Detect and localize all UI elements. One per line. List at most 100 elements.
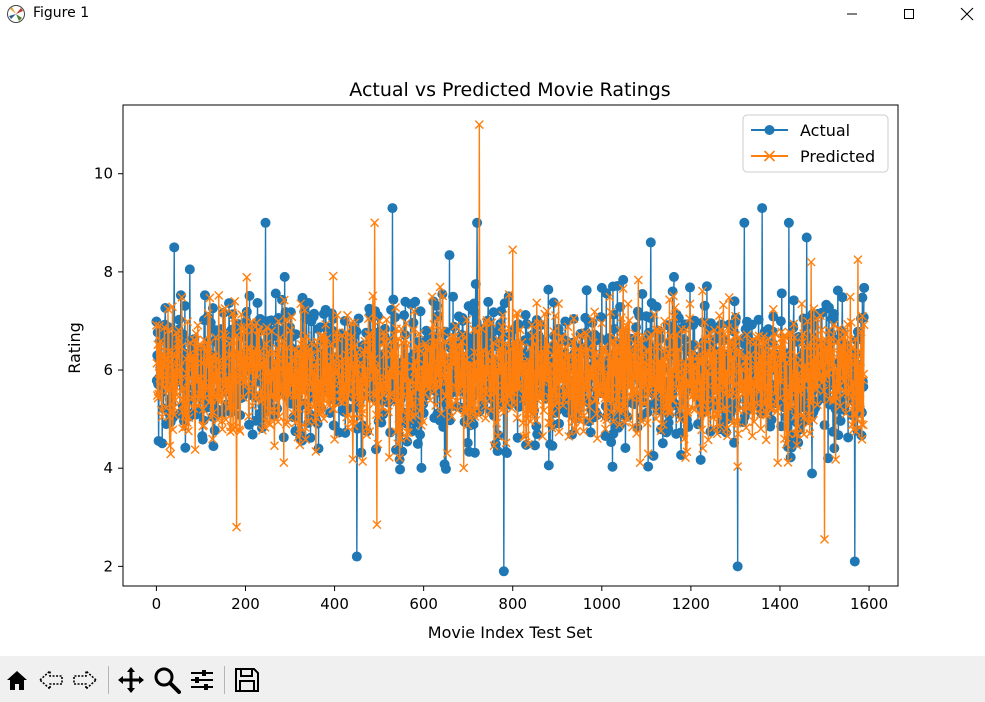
predicted-point xyxy=(155,321,165,331)
predicted-point xyxy=(370,362,380,372)
predicted-point xyxy=(497,321,507,331)
predicted-point xyxy=(506,344,515,354)
predicted-point xyxy=(220,331,230,341)
figure-canvas[interactable]: Actual vs Predicted Movie Ratings 0 200 40… xyxy=(0,28,985,656)
close-button[interactable] xyxy=(938,0,985,28)
predicted-point xyxy=(387,372,397,382)
predicted-point xyxy=(784,402,794,412)
predicted-point xyxy=(280,366,290,376)
actual-point xyxy=(676,450,687,461)
predicted-point xyxy=(579,411,589,421)
actual-point xyxy=(472,217,483,228)
predicted-point xyxy=(744,364,754,374)
predicted-point xyxy=(311,447,321,457)
predicted-point xyxy=(213,394,223,404)
predicted-point xyxy=(853,347,863,357)
predicted-point xyxy=(301,435,311,445)
predicted-point xyxy=(602,415,612,425)
predicted-point xyxy=(859,369,869,379)
predicted-point xyxy=(507,403,517,413)
predicted-point xyxy=(550,311,560,321)
back-icon xyxy=(38,669,63,691)
predicted-point xyxy=(695,385,705,395)
predicted-point xyxy=(656,426,666,436)
predicted-point xyxy=(286,368,296,378)
predicted-point xyxy=(436,409,446,419)
predicted-point xyxy=(493,431,503,441)
predicted-point xyxy=(261,361,271,371)
predicted-point xyxy=(167,380,177,390)
home-button[interactable] xyxy=(2,665,32,695)
predicted-point xyxy=(357,408,367,418)
predicted-point xyxy=(587,314,597,324)
predicted-point xyxy=(292,366,302,376)
predicted-point xyxy=(287,312,297,322)
predicted-point xyxy=(568,417,578,427)
predicted-point xyxy=(656,324,666,334)
predicted-point xyxy=(350,318,360,328)
predicted-point xyxy=(300,305,310,315)
predicted-point xyxy=(530,400,540,410)
predicted-point xyxy=(229,313,239,323)
actual-point xyxy=(801,232,812,243)
actual-point xyxy=(351,551,362,562)
predicted-point xyxy=(404,428,413,438)
predicted-point xyxy=(293,432,303,442)
predicted-point xyxy=(176,342,186,352)
actual-point xyxy=(835,415,846,426)
predicted-point xyxy=(313,397,323,407)
predicted-point xyxy=(542,345,552,355)
predicted-point xyxy=(458,351,468,361)
predicted-point xyxy=(458,329,468,339)
minimize-button[interactable] xyxy=(823,0,881,28)
predicted-point xyxy=(604,385,614,395)
maximize-button[interactable] xyxy=(880,0,938,28)
zoom-button[interactable] xyxy=(152,665,182,695)
predicted-point xyxy=(533,370,543,380)
configure-subplots-icon xyxy=(191,670,213,690)
predicted-point xyxy=(658,420,668,430)
predicted-point xyxy=(395,453,405,463)
predicted-point xyxy=(739,387,749,397)
predicted-point xyxy=(523,439,533,449)
predicted-point xyxy=(823,355,833,365)
pan-button[interactable] xyxy=(116,665,146,695)
predicted-point xyxy=(469,347,479,357)
forward-button[interactable] xyxy=(69,665,99,695)
predicted-point xyxy=(449,359,459,369)
predicted-point xyxy=(485,367,495,377)
predicted-point xyxy=(734,332,744,342)
predicted-point xyxy=(587,371,597,381)
predicted-point xyxy=(161,362,171,372)
predicted-point xyxy=(812,400,822,410)
predicted-point xyxy=(629,348,639,358)
predicted-point xyxy=(576,416,586,426)
configure-subplots-button[interactable] xyxy=(187,665,217,695)
predicted-point xyxy=(560,342,570,352)
legend: Actual Predicted xyxy=(742,114,889,173)
predicted-point xyxy=(441,390,451,400)
predicted-point xyxy=(220,304,230,314)
save-button[interactable] xyxy=(232,665,262,695)
predicted-point xyxy=(832,382,842,392)
predicted-point xyxy=(504,290,514,300)
actual-point xyxy=(645,237,656,248)
actual-point xyxy=(828,308,839,319)
predicted-point xyxy=(669,312,679,322)
home-icon xyxy=(7,671,27,690)
predicted-point xyxy=(464,384,474,394)
predicted-point xyxy=(793,358,803,368)
predicted-point xyxy=(151,320,161,330)
predicted-point xyxy=(282,388,292,398)
back-button[interactable] xyxy=(37,665,67,695)
predicted-point xyxy=(159,323,169,333)
predicted-point xyxy=(363,344,373,354)
predicted-point xyxy=(600,393,610,403)
actual-point xyxy=(829,443,840,454)
actual-point xyxy=(699,300,710,311)
predicted-point xyxy=(205,293,215,303)
predicted-point xyxy=(283,418,293,428)
predicted-point xyxy=(341,327,351,337)
predicted-point xyxy=(438,291,448,301)
predicted-point xyxy=(737,365,747,375)
